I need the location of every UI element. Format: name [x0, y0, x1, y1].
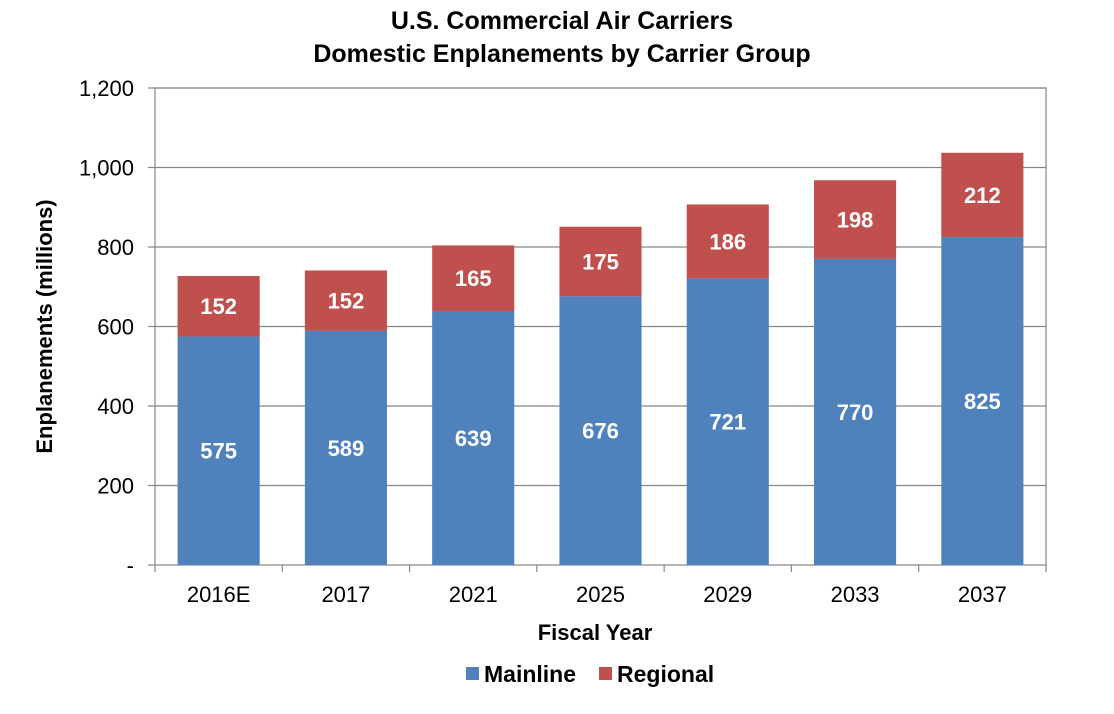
data-label-mainline: 770: [837, 400, 874, 425]
x-axis-ticks: 2016E 2017 2021 2025 2029 2033 2037: [154, 565, 1047, 607]
x-tick-label: 2017: [321, 582, 370, 607]
bars: [177, 152, 1024, 565]
data-label-regional: 175: [582, 250, 619, 275]
legend: Mainline Regional: [466, 661, 714, 687]
data-label-mainline: 721: [709, 410, 746, 435]
y-axis-title: Enplanements (millions): [32, 199, 57, 453]
legend-swatch-regional: [599, 667, 612, 680]
chart-title-line-2: Domestic Enplanements by Carrier Group: [313, 40, 810, 68]
legend-label-regional: Regional: [617, 661, 714, 687]
y-tick-label: 800: [97, 235, 134, 260]
y-tick-label: -: [127, 553, 134, 578]
bar-regional: [941, 152, 1024, 238]
x-tick-label: 2016E: [187, 582, 251, 607]
data-label-mainline: 575: [200, 439, 237, 464]
bar-mainline: [686, 278, 769, 565]
bar-mainline: [432, 310, 515, 565]
x-tick-label: 2037: [958, 582, 1007, 607]
data-labels: 575 152 589 152 639 165 676 175 721 186 770 198 825 2…: [200, 183, 1000, 464]
data-label-mainline: 639: [455, 426, 492, 451]
x-tick-label: 2033: [831, 582, 880, 607]
bar-regional: [177, 276, 260, 337]
bar-mainline: [814, 258, 897, 565]
bar-mainline: [559, 296, 642, 565]
data-label-regional: 212: [964, 183, 1001, 208]
y-tick-label: 1,000: [79, 156, 134, 181]
data-label-regional: 152: [200, 294, 237, 319]
bar-mainline: [177, 336, 260, 565]
x-axis-title: Fiscal Year: [538, 620, 653, 645]
legend-label-mainline: Mainline: [484, 661, 576, 687]
y-tick-label: 200: [97, 474, 134, 499]
data-label-regional: 152: [328, 289, 365, 314]
y-axis-ticks: - 200 400 600 800 1,000 1,200: [79, 76, 155, 578]
chart-title-line-1: U.S. Commercial Air Carriers: [391, 7, 733, 35]
data-label-mainline: 676: [582, 419, 619, 444]
data-label-regional: 186: [709, 229, 746, 254]
x-tick-label: 2029: [703, 582, 752, 607]
data-label-mainline: 589: [328, 436, 365, 461]
bar-regional: [432, 245, 515, 311]
y-tick-label: 1,200: [79, 76, 134, 101]
x-tick-label: 2025: [576, 582, 625, 607]
y-tick-label: 600: [97, 315, 134, 340]
bar-mainline: [941, 237, 1024, 565]
bar-regional: [814, 180, 897, 259]
bar-mainline: [304, 330, 387, 565]
bar-regional: [304, 270, 387, 331]
data-label-regional: 198: [837, 208, 874, 233]
bar-regional: [686, 204, 769, 279]
chart-title: U.S. Commercial Air Carriers Domestic En…: [313, 7, 810, 68]
x-tick-label: 2021: [449, 582, 498, 607]
bar-regional: [559, 226, 642, 297]
legend-swatch-mainline: [466, 667, 479, 680]
y-tick-label: 400: [97, 394, 134, 419]
data-label-mainline: 825: [964, 389, 1001, 414]
data-label-regional: 165: [455, 266, 492, 291]
